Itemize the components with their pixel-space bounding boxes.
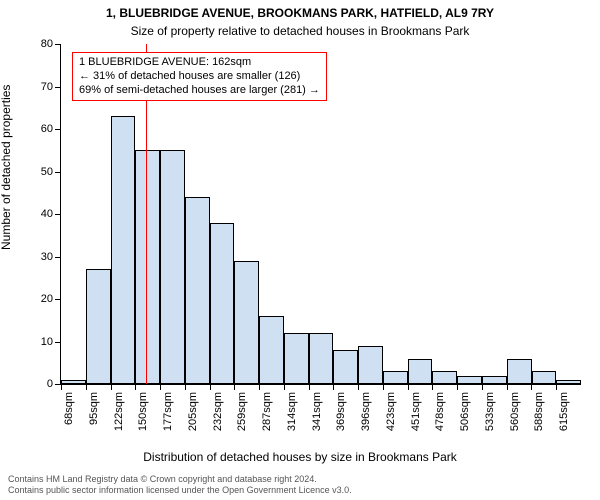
histogram-bar — [408, 359, 433, 385]
x-tick-label: 478sqm — [434, 392, 446, 431]
y-tick-label: 10 — [41, 336, 61, 348]
chart-container: { "chart": { "type": "histogram", "title… — [0, 0, 600, 500]
x-tick-label: 451sqm — [410, 392, 422, 431]
x-tick-label: 122sqm — [113, 392, 125, 431]
histogram-bar — [234, 261, 259, 384]
x-tick — [284, 384, 285, 390]
histogram-bar — [135, 150, 160, 384]
x-tick — [333, 384, 334, 390]
y-tick-label: 70 — [41, 81, 61, 93]
x-tick-label: 205sqm — [187, 392, 199, 431]
x-tick — [556, 384, 557, 390]
x-tick-label: 615sqm — [558, 392, 570, 431]
x-tick-label: 287sqm — [261, 392, 273, 431]
x-tick-label: 232sqm — [212, 392, 224, 431]
x-tick — [111, 384, 112, 390]
histogram-bar — [160, 150, 185, 384]
histogram-bar — [532, 371, 557, 384]
x-tick-label: 259sqm — [236, 392, 248, 431]
x-tick — [234, 384, 235, 390]
x-tick-label: 314sqm — [286, 392, 298, 431]
x-tick-label: 533sqm — [484, 392, 496, 431]
x-tick-label: 506sqm — [459, 392, 471, 431]
x-tick-label: 341sqm — [311, 392, 323, 431]
x-tick-label: 560sqm — [509, 392, 521, 431]
y-tick-label: 60 — [41, 123, 61, 135]
histogram-bar — [259, 316, 284, 384]
x-tick — [309, 384, 310, 390]
x-tick-label: 396sqm — [360, 392, 372, 431]
y-tick-label: 50 — [41, 166, 61, 178]
x-tick-label: 68sqm — [63, 392, 75, 425]
footer-attribution: Contains HM Land Registry data © Crown c… — [8, 474, 352, 496]
y-tick-label: 80 — [41, 38, 61, 50]
x-tick — [358, 384, 359, 390]
y-tick-label: 0 — [47, 378, 61, 390]
x-tick — [432, 384, 433, 390]
histogram-bar — [111, 116, 136, 384]
x-tick — [457, 384, 458, 390]
histogram-bar — [432, 371, 457, 384]
x-tick — [383, 384, 384, 390]
chart-subtitle: Size of property relative to detached ho… — [0, 24, 600, 38]
x-tick-label: 95sqm — [88, 392, 100, 425]
x-tick — [507, 384, 508, 390]
x-tick-label: 423sqm — [385, 392, 397, 431]
annotation-line2: ← 31% of detached houses are smaller (12… — [79, 70, 320, 84]
histogram-bar — [210, 223, 235, 385]
x-tick-label: 177sqm — [162, 392, 174, 431]
x-tick — [86, 384, 87, 390]
x-tick-label: 150sqm — [137, 392, 149, 431]
histogram-bar — [482, 376, 507, 385]
histogram-bar — [383, 371, 408, 384]
x-tick — [135, 384, 136, 390]
footer-line1: Contains HM Land Registry data © Crown c… — [8, 474, 352, 485]
histogram-bar — [86, 269, 111, 384]
annotation-box: 1 BLUEBRIDGE AVENUE: 162sqm ← 31% of det… — [72, 52, 327, 101]
histogram-bar — [507, 359, 532, 385]
x-tick — [210, 384, 211, 390]
x-tick — [185, 384, 186, 390]
x-tick — [408, 384, 409, 390]
histogram-bar — [358, 346, 383, 384]
x-tick — [531, 384, 532, 390]
histogram-bar — [333, 350, 358, 384]
footer-line2: Contains public sector information licen… — [8, 485, 352, 496]
histogram-bar — [284, 333, 309, 384]
annotation-line1: 1 BLUEBRIDGE AVENUE: 162sqm — [79, 56, 320, 70]
x-tick — [482, 384, 483, 390]
histogram-bar — [457, 376, 482, 385]
histogram-bar — [185, 197, 210, 384]
y-tick-label: 30 — [41, 251, 61, 263]
annotation-line3: 69% of semi-detached houses are larger (… — [79, 84, 320, 98]
x-tick — [160, 384, 161, 390]
x-axis-label: Distribution of detached houses by size … — [0, 450, 600, 464]
histogram-bar — [61, 380, 86, 384]
y-tick-label: 40 — [41, 208, 61, 220]
histogram-bar — [556, 380, 581, 384]
y-axis-label: Number of detached properties — [0, 85, 13, 250]
x-tick-label: 369sqm — [335, 392, 347, 431]
histogram-bar — [309, 333, 334, 384]
y-tick-label: 20 — [41, 293, 61, 305]
x-tick-label: 588sqm — [533, 392, 545, 431]
x-tick — [61, 384, 62, 390]
x-tick — [259, 384, 260, 390]
chart-title: 1, BLUEBRIDGE AVENUE, BROOKMANS PARK, HA… — [0, 6, 600, 20]
